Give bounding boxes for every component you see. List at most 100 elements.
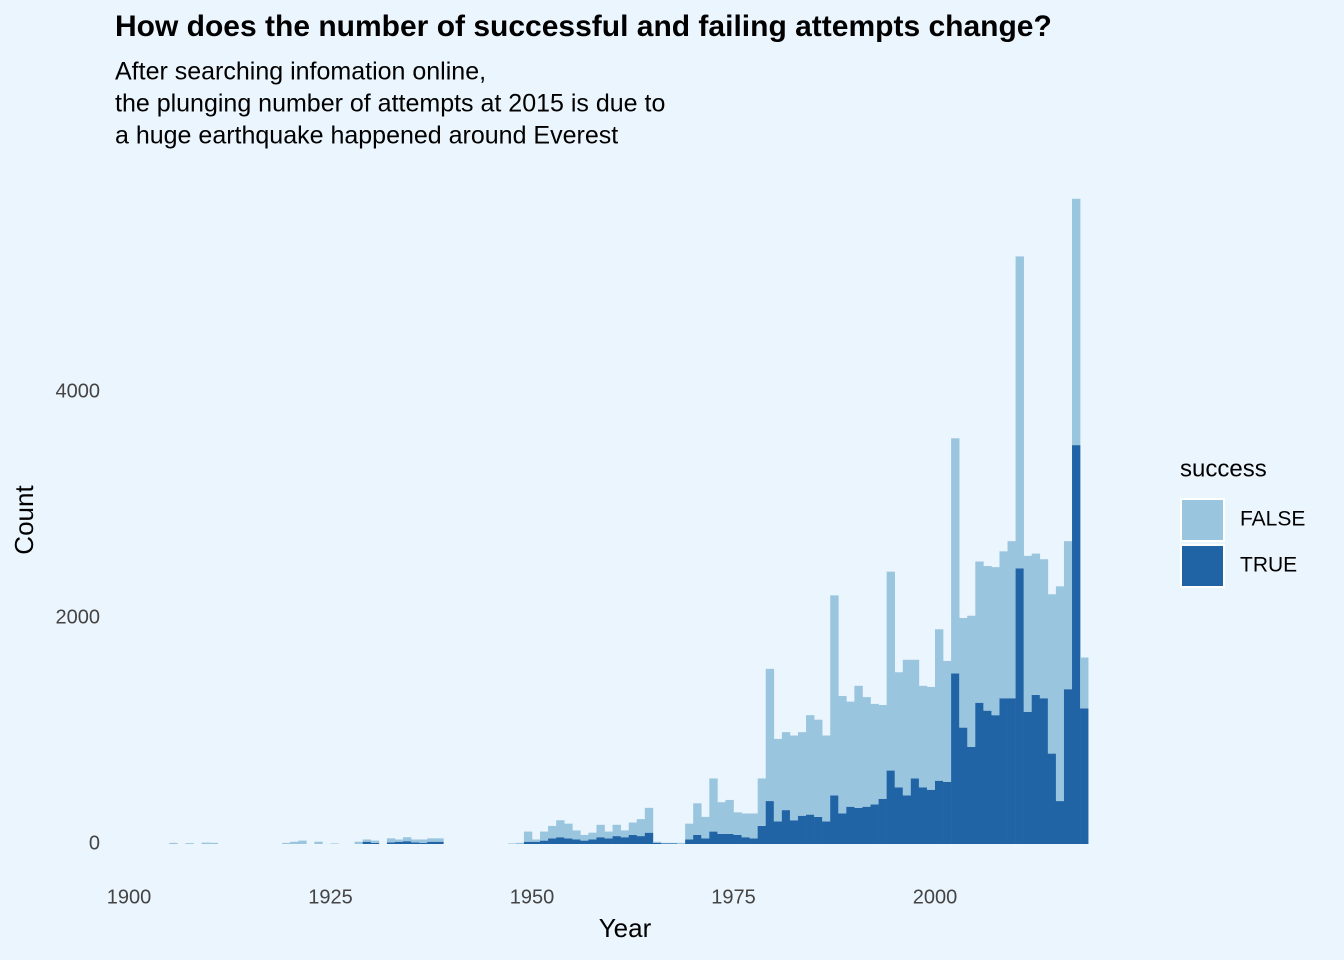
bar-segment xyxy=(685,839,694,844)
bar-segment xyxy=(523,841,533,844)
bar-segment xyxy=(588,832,597,840)
bar-segment xyxy=(1063,689,1073,844)
bar-segment xyxy=(580,834,589,841)
bar-segment xyxy=(548,825,557,839)
bar-segment xyxy=(693,803,702,835)
bar-segment xyxy=(1080,657,1089,709)
bar-segment xyxy=(1023,555,1033,712)
bar-segment xyxy=(1063,541,1073,690)
bar-segment xyxy=(701,838,710,844)
bar-segment xyxy=(1047,753,1057,844)
bar-segment xyxy=(427,838,436,842)
bar-segment xyxy=(532,841,541,844)
bar-segment xyxy=(959,727,968,844)
bar-segment xyxy=(806,715,815,815)
bar-segment xyxy=(419,842,428,844)
bar-segment xyxy=(733,834,742,844)
bar-segment xyxy=(886,770,895,844)
bar-segment xyxy=(330,843,339,844)
bar-segment xyxy=(902,659,912,796)
bar-segment xyxy=(290,841,299,844)
bar-segment xyxy=(1023,711,1033,844)
bar-segment xyxy=(862,806,871,844)
bar-segment xyxy=(435,838,444,842)
y-axis-title: Count xyxy=(9,485,39,555)
bar-segment xyxy=(652,842,662,844)
bar-segment xyxy=(1072,445,1081,844)
bar-segment xyxy=(701,816,710,839)
y-tick-label: 4000 xyxy=(56,380,101,402)
bar-segment xyxy=(403,841,412,844)
bar-segment xyxy=(991,567,1000,716)
bar-segment xyxy=(725,833,734,844)
bar-segment xyxy=(951,438,960,674)
bar-segment xyxy=(628,834,638,844)
bar-segment xyxy=(1047,594,1057,754)
bar-segment xyxy=(693,834,702,844)
bar-segment xyxy=(427,841,436,844)
bar-segment xyxy=(797,815,807,844)
bar-segment xyxy=(1055,801,1065,844)
bar-segment xyxy=(580,840,589,844)
bar-segment xyxy=(935,780,944,844)
subtitle: a huge earthquake happened around Everes… xyxy=(115,122,618,150)
bar-segment xyxy=(1015,568,1024,844)
bar-segment xyxy=(548,838,557,844)
bar-segment xyxy=(870,703,879,805)
bar-segment xyxy=(830,595,839,796)
bar-segment xyxy=(999,698,1008,844)
bar-segment xyxy=(789,820,799,844)
bar-segment xyxy=(298,840,307,844)
bar-segment xyxy=(902,795,912,844)
bar-segment xyxy=(838,813,847,844)
bar-segment xyxy=(362,839,372,842)
bar-segment xyxy=(564,823,573,839)
bar-segment xyxy=(709,778,718,832)
bar-segment xyxy=(1031,694,1041,844)
bar-segment xyxy=(612,836,621,844)
bar-segment xyxy=(169,842,178,844)
bar-segment xyxy=(814,816,823,844)
y-tick-label: 0 xyxy=(89,832,100,854)
bar-segment xyxy=(314,841,323,844)
x-tick-label: 1975 xyxy=(711,886,756,908)
bar-segment xyxy=(685,823,694,840)
bar-segment xyxy=(556,820,565,838)
bar-segment xyxy=(886,571,895,771)
bar-segment xyxy=(781,810,791,844)
legend-swatch xyxy=(1180,544,1225,588)
bar-segment xyxy=(757,825,767,844)
bar-segment xyxy=(781,732,791,811)
bar-segment xyxy=(709,831,718,844)
bar-segment xyxy=(523,831,533,842)
x-tick-label: 1900 xyxy=(107,886,152,908)
bar-segment xyxy=(604,831,613,839)
bar-segment xyxy=(564,838,573,844)
bar-segment xyxy=(394,841,404,844)
x-axis-title: Year xyxy=(599,913,652,943)
bar-segment xyxy=(386,838,396,843)
bar-segment xyxy=(894,787,904,844)
bar-segment xyxy=(419,839,428,843)
legend-swatch xyxy=(1180,498,1225,542)
bar-segment xyxy=(1080,708,1089,844)
bar-segment xyxy=(669,842,678,844)
bar-segment xyxy=(846,701,855,807)
bar-segment xyxy=(789,735,799,821)
bar-segment xyxy=(830,795,839,844)
bar-segment xyxy=(507,843,517,844)
bar-segment xyxy=(644,832,654,844)
bar-segment xyxy=(943,781,952,844)
bar-segment xyxy=(1015,256,1024,569)
bar-segment xyxy=(1039,698,1049,844)
bar-segment xyxy=(717,802,726,834)
bar-segment xyxy=(822,735,831,822)
bar-segment xyxy=(846,806,855,844)
bar-segment xyxy=(822,821,831,844)
bar-segment xyxy=(967,615,976,747)
bar-segment xyxy=(806,814,815,844)
bar-segment xyxy=(983,710,992,844)
bar-segment xyxy=(918,787,928,844)
bar-segment xyxy=(926,686,936,790)
